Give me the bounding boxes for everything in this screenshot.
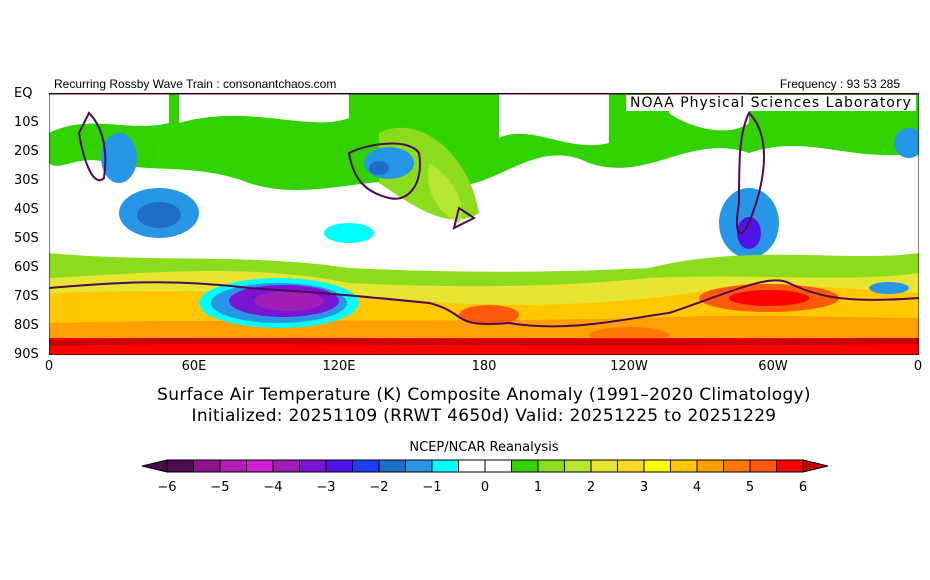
lat-tick: 40S	[14, 202, 39, 217]
lon-tick: 0	[44, 359, 54, 374]
lat-tick: 70S	[14, 289, 39, 304]
lon-tick: 60W	[758, 359, 788, 374]
colorbar-tick: 5	[745, 480, 755, 495]
colorbar-swatch	[431, 459, 459, 473]
colorbar-swatch	[219, 459, 247, 473]
colorbar-tick: 6	[798, 480, 808, 495]
colorbar-under-triangle	[141, 459, 168, 473]
lat-tick: 80S	[14, 318, 39, 333]
colorbar-over-triangle	[802, 459, 829, 473]
colorbar-tick: −5	[210, 480, 230, 495]
lon-tick: 180	[471, 359, 497, 374]
colorbar-swatch	[723, 459, 751, 473]
colorbar-swatch	[272, 459, 300, 473]
header-left: Recurring Rossby Wave Train : consonantc…	[54, 77, 337, 91]
colorbar-tick: −4	[263, 480, 283, 495]
lab-label: NOAA Physical Sciences Laboratory	[626, 95, 916, 111]
colorbar-tick: −2	[369, 480, 389, 495]
colorbar-swatch	[325, 459, 353, 473]
colorbar-swatch	[749, 459, 777, 473]
lat-tick: 20S	[14, 144, 39, 159]
colorbar-swatch	[246, 459, 274, 473]
colorbar-tick: −3	[316, 480, 336, 495]
colorbar-swatch	[511, 459, 539, 473]
lon-tick: 120E	[322, 359, 356, 374]
lon-tick: 120W	[610, 359, 648, 374]
colorbar-swatch	[166, 459, 194, 473]
lat-tick: 10S	[14, 115, 39, 130]
colorbar-swatch	[564, 459, 592, 473]
colorbar-tick: 2	[586, 480, 596, 495]
colorbar-swatch	[458, 459, 486, 473]
map-subtitle: Initialized: 20251109 (RRWT 4650d) Valid…	[191, 406, 777, 426]
colorbar-swatch	[378, 459, 406, 473]
colorbar-swatch	[484, 459, 512, 473]
colorbar-swatch	[696, 459, 724, 473]
colorbar-tick: 4	[692, 480, 702, 495]
colorbar-swatch	[405, 459, 433, 473]
lat-tick: 50S	[14, 231, 39, 246]
colorbar-swatch	[617, 459, 645, 473]
lon-tick: 0	[913, 359, 923, 374]
colorbar-tick: −1	[422, 480, 442, 495]
colorbar-swatch	[776, 459, 804, 473]
anomaly-map	[49, 93, 919, 355]
colorbar-tick: −6	[157, 480, 177, 495]
colorbar-swatch	[299, 459, 327, 473]
lat-tick: EQ	[14, 86, 33, 101]
colorbar-tick: 3	[639, 480, 649, 495]
colorbar-swatch	[537, 459, 565, 473]
colorbar-tick: 1	[533, 480, 543, 495]
colorbar-swatch	[590, 459, 618, 473]
lon-tick: 60E	[181, 359, 207, 374]
colorbar-swatch	[643, 459, 671, 473]
map-title: Surface Air Temperature (K) Composite An…	[157, 385, 811, 405]
colorbar	[141, 459, 829, 473]
header-right: Frequency : 93 53 285	[779, 77, 900, 91]
colorbar-swatch	[670, 459, 698, 473]
colorbar-label: NCEP/NCAR Reanalysis	[409, 440, 559, 455]
lat-tick: 90S	[14, 347, 39, 362]
lat-tick: 60S	[14, 260, 39, 275]
colorbar-swatch	[352, 459, 380, 473]
colorbar-swatch	[193, 459, 221, 473]
lat-tick: 30S	[14, 173, 39, 188]
colorbar-tick: 0	[480, 480, 490, 495]
